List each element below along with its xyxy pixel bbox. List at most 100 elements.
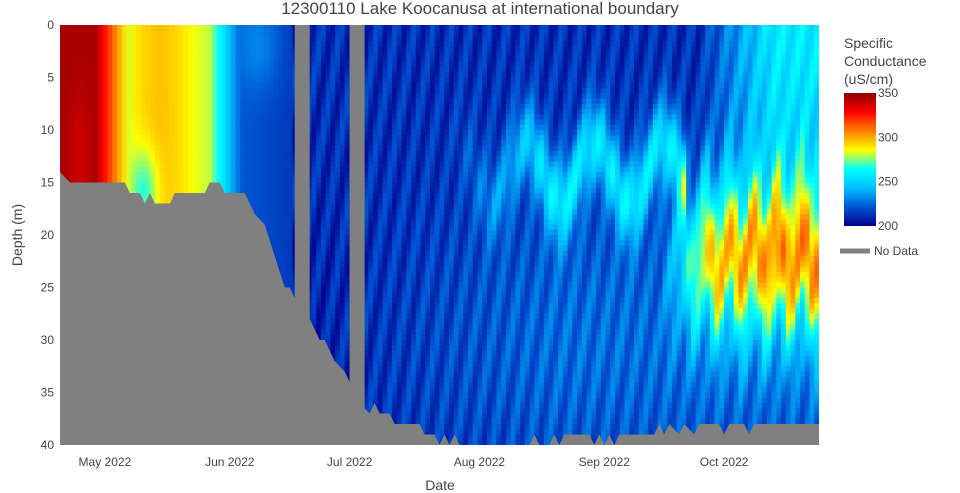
heatmap-cell xyxy=(330,124,336,131)
heatmap-cell xyxy=(325,319,331,325)
heatmap-cell xyxy=(178,119,184,126)
heatmap-cell xyxy=(226,140,232,147)
heatmap-cell xyxy=(311,51,317,58)
heatmap-cell xyxy=(131,119,137,126)
heatmap-cell xyxy=(74,25,80,31)
heatmap-cell xyxy=(183,187,189,194)
heatmap-cell xyxy=(126,88,132,94)
heatmap-cell xyxy=(140,156,146,163)
heatmap-cell xyxy=(278,219,284,226)
heatmap-cell xyxy=(335,224,341,231)
heatmap-cell xyxy=(107,98,113,105)
heatmap-cell xyxy=(287,240,294,247)
heatmap-cell xyxy=(320,282,327,289)
heatmap-cell xyxy=(145,140,151,147)
heatmap-cell xyxy=(159,72,165,79)
heatmap-cell xyxy=(140,35,146,42)
heatmap-cell xyxy=(278,256,284,262)
heatmap-cell xyxy=(150,82,156,89)
heatmap-cell xyxy=(116,35,123,42)
heatmap-cell xyxy=(282,46,289,52)
heatmap-cell xyxy=(330,98,336,105)
heatmap-cell xyxy=(268,25,275,31)
heatmap-cell xyxy=(282,67,289,73)
heatmap-cell xyxy=(245,109,251,115)
heatmap-cell xyxy=(78,124,85,131)
heatmap-cell xyxy=(74,30,80,37)
heatmap-cell xyxy=(282,119,289,126)
heatmap-cell xyxy=(344,109,350,115)
heatmap-cell xyxy=(221,25,227,31)
heatmap-cell xyxy=(320,114,327,121)
heatmap-cell xyxy=(173,151,180,157)
heatmap-cell xyxy=(320,240,327,247)
heatmap-cell xyxy=(268,51,275,58)
heatmap-cell xyxy=(330,46,336,52)
heatmap-cell xyxy=(216,145,222,152)
heatmap-cell xyxy=(325,308,331,315)
heatmap-cell xyxy=(335,334,341,341)
heatmap-cell xyxy=(335,214,341,220)
heatmap-cell xyxy=(316,177,322,184)
heatmap-cell xyxy=(78,88,85,94)
heatmap-cell xyxy=(273,46,279,52)
heatmap-cell xyxy=(178,40,184,47)
heatmap-cell xyxy=(344,203,350,210)
heatmap-cell xyxy=(249,25,256,31)
heatmap-cell xyxy=(183,77,189,84)
heatmap-cell xyxy=(278,61,284,68)
heatmap-cell xyxy=(192,182,199,189)
heatmap-cell xyxy=(344,345,350,352)
heatmap-cell xyxy=(278,82,284,89)
heatmap-cell xyxy=(226,172,232,178)
heatmap-cell xyxy=(69,140,75,147)
heatmap-cell xyxy=(339,46,346,52)
heatmap-cell xyxy=(135,67,142,73)
heatmap-cell xyxy=(320,67,327,73)
heatmap-cell xyxy=(311,282,317,289)
heatmap-cell xyxy=(192,98,199,105)
heatmap-cell xyxy=(240,82,246,89)
heatmap-cell xyxy=(78,67,85,73)
heatmap-cell xyxy=(202,51,208,58)
heatmap-cell xyxy=(316,140,322,147)
heatmap-cell xyxy=(344,198,350,205)
heatmap-cell xyxy=(268,103,275,110)
heatmap-cell xyxy=(249,198,256,205)
heatmap-cell xyxy=(330,287,336,294)
heatmap-cell xyxy=(169,124,175,131)
heatmap-cell xyxy=(202,177,208,184)
heatmap-cell xyxy=(116,51,123,58)
heatmap-cell xyxy=(140,135,146,142)
heatmap-cell xyxy=(126,61,132,68)
heatmap-cell xyxy=(192,103,199,110)
heatmap-cell xyxy=(145,193,151,199)
heatmap-cell xyxy=(282,130,289,136)
heatmap-cell xyxy=(131,135,137,142)
heatmap-cell xyxy=(273,82,279,89)
heatmap-cell xyxy=(344,229,350,236)
heatmap-cell xyxy=(112,35,118,42)
heatmap-cell xyxy=(88,151,94,157)
heatmap-cell xyxy=(112,61,118,68)
heatmap-cell xyxy=(335,51,341,58)
heatmap-cell xyxy=(131,35,137,42)
heatmap-cell xyxy=(273,25,279,31)
heatmap-cell xyxy=(316,303,322,310)
heatmap-cell xyxy=(159,182,165,189)
heatmap-cell xyxy=(216,156,222,163)
heatmap-cell xyxy=(78,93,85,100)
heatmap-cell xyxy=(164,182,170,189)
heatmap-cell xyxy=(126,166,132,173)
heatmap-cell xyxy=(145,130,151,136)
heatmap-cell xyxy=(131,161,137,168)
heatmap-cell xyxy=(126,151,132,157)
heatmap-cell xyxy=(240,166,246,173)
heatmap-cell xyxy=(93,140,99,147)
heatmap-cell xyxy=(192,114,199,121)
heatmap-cell xyxy=(245,51,251,58)
heatmap-cell xyxy=(254,187,260,194)
heatmap-cell xyxy=(273,187,279,194)
heatmap-cell xyxy=(273,203,279,210)
heatmap-cell xyxy=(282,109,289,115)
